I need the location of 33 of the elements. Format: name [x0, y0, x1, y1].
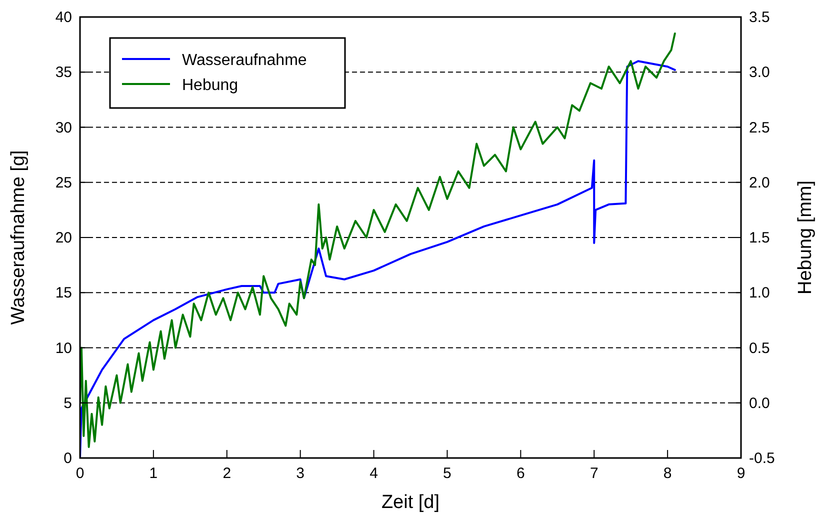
y2-tick-label: 1.0 [749, 284, 770, 302]
x-tick-label: 5 [443, 465, 452, 482]
x-axis-title: Zeit [d] [381, 492, 440, 513]
x-tick-label: 4 [370, 465, 378, 482]
x-tick-label: 2 [222, 465, 232, 482]
y-tick-label: 20 [55, 230, 72, 246]
y-tick-label: 15 [55, 284, 72, 302]
y2-tick-label: 0.0 [749, 394, 770, 412]
y2-tick-label: 2.5 [749, 119, 770, 136]
y-axis-title: Wasseraufnahme [g] [8, 150, 29, 325]
y2-tick-label: 0.5 [749, 340, 770, 357]
x-tick-label: 8 [663, 465, 672, 482]
y-tick-label: 30 [55, 119, 72, 136]
y-tick-label: 25 [55, 174, 72, 192]
y-tick-label: 5 [64, 394, 72, 412]
y2-tick-label: 3.0 [749, 64, 770, 82]
y2-tick-label: 3.5 [749, 9, 770, 26]
y2-tick-label: 2.0 [749, 174, 770, 192]
y2-axis-title: Hebung [mm] [795, 180, 816, 295]
legend-label: Wasseraufnahme [182, 52, 307, 69]
y-tick-label: 0 [64, 450, 72, 467]
legend-label: Hebung [182, 77, 238, 94]
x-tick-label: 9 [736, 465, 746, 482]
x-tick-label: 1 [149, 465, 158, 482]
x-tick-label: 0 [76, 465, 84, 482]
y2-tick-label: 1.5 [749, 230, 770, 246]
x-tick-label: 7 [590, 465, 598, 482]
y2-tick-label: -0.5 [749, 450, 775, 467]
x-tick-label: 6 [516, 465, 525, 482]
x-tick-label: 3 [296, 465, 305, 482]
y-tick-label: 40 [55, 9, 72, 26]
y-tick-label: 35 [55, 64, 72, 82]
y-tick-label: 10 [55, 340, 72, 357]
